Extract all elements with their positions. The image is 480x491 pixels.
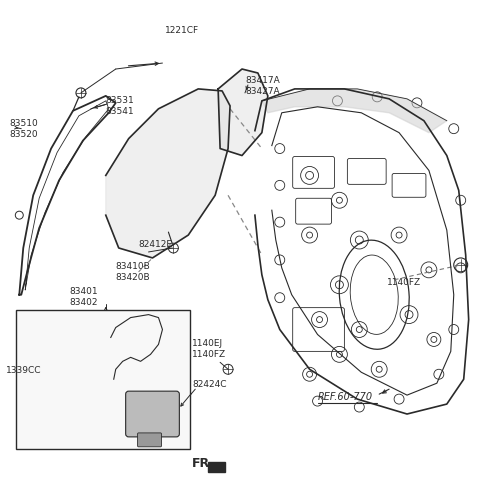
FancyBboxPatch shape: [126, 391, 180, 437]
Text: 82424C: 82424C: [192, 380, 227, 389]
Circle shape: [112, 365, 126, 379]
Text: 83401: 83401: [69, 287, 97, 296]
FancyBboxPatch shape: [16, 310, 190, 449]
Circle shape: [72, 365, 86, 379]
Circle shape: [35, 373, 51, 389]
Text: 83420B: 83420B: [116, 273, 150, 282]
Text: 83510: 83510: [9, 119, 38, 128]
Circle shape: [106, 426, 112, 432]
Text: 82412E: 82412E: [139, 240, 173, 249]
Text: 1140FZ: 1140FZ: [192, 351, 227, 359]
Text: 83427A: 83427A: [245, 87, 279, 96]
Polygon shape: [262, 89, 447, 133]
Text: 83402: 83402: [69, 298, 97, 307]
Circle shape: [40, 378, 46, 384]
Text: REF.60-770: REF.60-770: [318, 392, 372, 402]
Text: 1140EJ: 1140EJ: [192, 339, 223, 349]
Text: 98820D: 98820D: [144, 418, 180, 427]
Text: 83417A: 83417A: [245, 76, 280, 85]
Text: 83520: 83520: [9, 130, 38, 138]
Text: 83541: 83541: [106, 107, 134, 116]
Text: FR.: FR.: [192, 457, 216, 470]
Polygon shape: [106, 89, 230, 258]
Polygon shape: [218, 69, 268, 156]
Text: 1221CF: 1221CF: [166, 27, 200, 35]
Text: 1339CC: 1339CC: [6, 366, 42, 375]
Circle shape: [116, 369, 122, 375]
Text: 98810D: 98810D: [144, 407, 180, 416]
Circle shape: [106, 327, 112, 332]
Circle shape: [102, 422, 116, 436]
Circle shape: [102, 323, 116, 336]
Polygon shape: [208, 462, 225, 472]
Circle shape: [76, 369, 82, 375]
FancyBboxPatch shape: [138, 433, 161, 447]
Text: 1140FZ: 1140FZ: [387, 278, 421, 287]
Text: 83410B: 83410B: [116, 262, 150, 271]
Text: 83531: 83531: [106, 96, 134, 105]
